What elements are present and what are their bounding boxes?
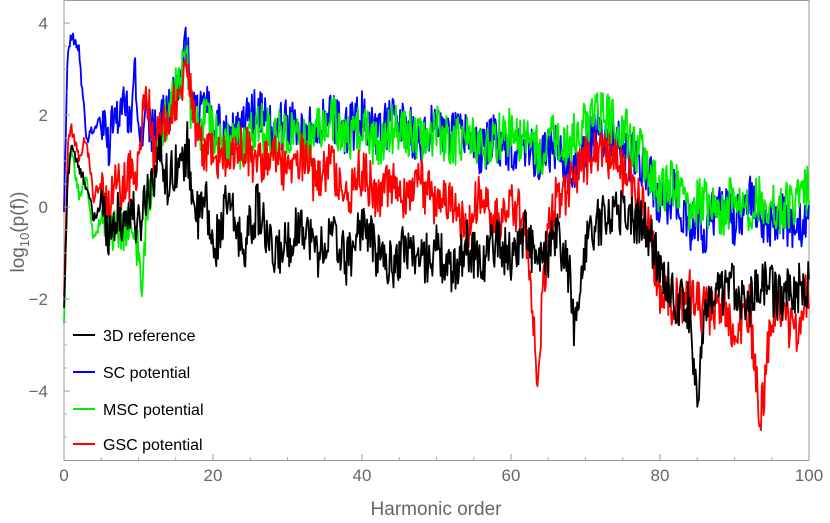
legend-label: MSC potential [103, 402, 204, 419]
x-tick-label: 40 [353, 466, 372, 485]
legend: 3D reference SC potential MSC potential GSC… [73, 328, 204, 454]
y-tick-label: −4 [29, 382, 48, 401]
y-axis-label-subscript: 10 [17, 233, 32, 247]
y-tick-label: 0 [39, 198, 48, 217]
y-axis-label: log10(p(f)) [8, 192, 32, 273]
legend-label: GSC potential [103, 437, 203, 454]
y-tick-label: −2 [29, 290, 48, 309]
y-tick-label: 2 [39, 106, 48, 125]
legend-label: SC potential [103, 365, 190, 382]
x-tick-label: 60 [502, 466, 521, 485]
series-line-gsc-potential [63, 58, 810, 432]
x-tick-label: 20 [204, 466, 223, 485]
x-tick-label: 80 [651, 466, 670, 485]
x-axis-ticks: 0 20 40 60 80 100 [59, 454, 823, 485]
y-tick-label: 4 [39, 14, 48, 33]
y-axis-label-rest: (p(f)) [8, 192, 29, 233]
y-axis-label-main: log [8, 247, 29, 272]
x-tick-label: 0 [59, 466, 68, 485]
x-axis-label: Harmonic order [371, 499, 503, 520]
series-line-3d-reference [63, 121, 810, 408]
y-axis-ticks: −4 −2 0 2 4 [29, 0, 70, 438]
series-layer [63, 26, 810, 432]
legend-label: 3D reference [103, 328, 196, 345]
x-tick-label: 100 [795, 466, 823, 485]
